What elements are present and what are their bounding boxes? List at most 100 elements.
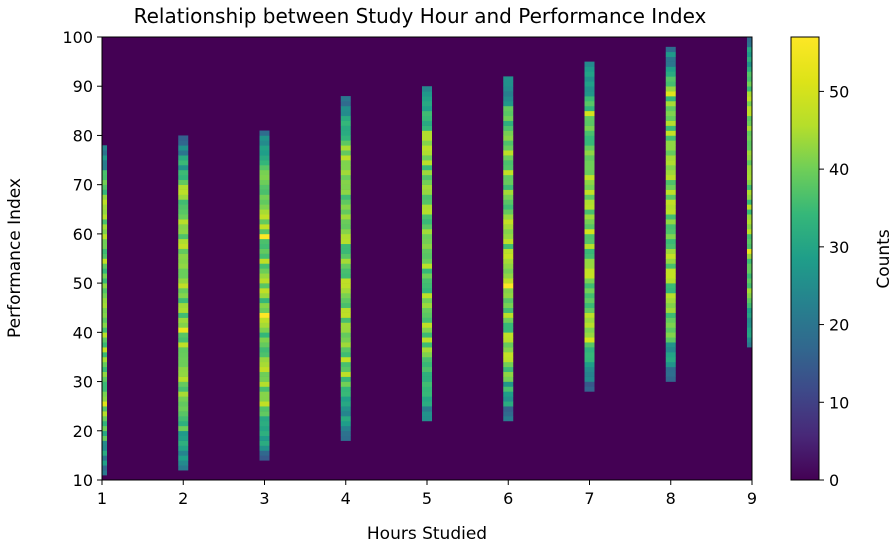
heatmap-cell: [102, 327, 107, 333]
heatmap-cell: [422, 115, 432, 121]
heatmap-cell: [584, 381, 595, 387]
heatmap-cell: [665, 347, 676, 353]
heatmap-cell: [422, 297, 432, 304]
heatmap-cell: [665, 105, 676, 112]
heatmap-cell: [584, 179, 595, 185]
heatmap-cell: [584, 253, 595, 259]
heatmap-cell: [340, 160, 351, 166]
heatmap-cell: [665, 150, 676, 156]
heatmap-cell: [503, 406, 514, 412]
heatmap-cell: [422, 342, 432, 348]
heatmap-cell: [102, 455, 107, 461]
heatmap-cell: [422, 233, 432, 240]
heatmap-cell: [178, 396, 189, 402]
heatmap-cell: [178, 416, 189, 422]
heatmap-cell: [584, 376, 595, 382]
heatmap-cell: [259, 376, 270, 382]
heatmap-cell: [340, 430, 351, 436]
heatmap-cell: [665, 209, 676, 215]
heatmap-cell: [584, 135, 595, 141]
heatmap-cell: [503, 366, 514, 373]
heatmap-cell: [503, 322, 514, 328]
heatmap-cell: [259, 455, 270, 461]
heatmap-cell: [178, 243, 189, 249]
heatmap-cell: [584, 164, 595, 171]
heatmap-cell: [747, 302, 752, 309]
heatmap-cell: [178, 140, 189, 146]
heatmap-cell: [584, 297, 595, 304]
heatmap-cell: [340, 228, 351, 235]
heatmap-cell: [422, 302, 432, 309]
heatmap-cell: [178, 302, 189, 309]
y-tick-label: 50: [73, 274, 93, 293]
heatmap-cell: [340, 263, 351, 269]
heatmap-cell: [178, 435, 189, 441]
heatmap-cell: [503, 91, 514, 97]
heatmap-cell: [584, 258, 595, 264]
heatmap-cell: [503, 278, 514, 284]
heatmap-cell: [259, 135, 270, 141]
heatmap-cell: [178, 406, 189, 412]
heatmap-cell: [102, 283, 107, 289]
heatmap-cell: [422, 356, 432, 363]
heatmap-cell: [665, 56, 676, 62]
heatmap-cell: [178, 292, 189, 299]
heatmap-cell: [665, 179, 676, 185]
heatmap-cell: [422, 199, 432, 205]
heatmap-cell: [503, 381, 514, 387]
heatmap-cell: [178, 263, 189, 269]
heatmap-cell: [178, 361, 189, 368]
heatmap-cell: [747, 337, 752, 343]
colorbar-tick-label: 30: [829, 238, 849, 257]
heatmap-cell: [503, 283, 514, 289]
heatmap-cell: [178, 307, 189, 313]
heatmap-cell: [259, 401, 270, 407]
heatmap-cell: [340, 120, 351, 126]
heatmap-cell: [259, 145, 270, 151]
colorbar-tick-label: 40: [829, 160, 849, 179]
heatmap-cell: [503, 110, 514, 117]
heatmap-cell: [340, 278, 351, 284]
heatmap-cell: [584, 61, 595, 67]
heatmap-cell: [102, 160, 107, 166]
heatmap-cell: [259, 425, 270, 432]
heatmap-cell: [747, 238, 752, 245]
heatmap-cell: [259, 150, 270, 156]
heatmap-cell: [340, 248, 351, 254]
heatmap-cell: [665, 327, 676, 333]
heatmap-cell: [665, 46, 676, 53]
heatmap-cell: [340, 130, 351, 136]
heatmap-cell: [259, 386, 270, 392]
heatmap-cell: [747, 140, 752, 146]
heatmap-cell: [340, 411, 351, 417]
heatmap-cell: [422, 174, 432, 181]
heatmap-cell: [747, 253, 752, 259]
heatmap-cell: [102, 288, 107, 294]
heatmap-cell: [503, 135, 514, 141]
heatmap-cell: [747, 214, 752, 220]
heatmap-cell: [747, 233, 752, 240]
heatmap-cell: [503, 96, 514, 102]
heatmap-cell: [102, 204, 107, 210]
heatmap-cell: [747, 248, 752, 254]
heatmap-cell: [340, 283, 351, 289]
heatmap-cell: [503, 243, 514, 249]
heatmap-cell: [503, 155, 514, 161]
heatmap-cell: [178, 224, 189, 230]
heatmap-cell: [340, 332, 351, 338]
heatmap-cell: [503, 115, 514, 121]
heatmap-cell: [178, 169, 189, 176]
heatmap-cell: [422, 145, 432, 151]
heatmap-cell: [422, 406, 432, 412]
heatmap-cell: [422, 273, 432, 279]
y-tick-label: 30: [73, 373, 93, 392]
heatmap-cell: [178, 420, 189, 427]
heatmap-cell: [747, 164, 752, 171]
heatmap-cell: [178, 164, 189, 171]
heatmap-cell: [747, 150, 752, 156]
heatmap-cell: [747, 292, 752, 299]
heatmap-cell: [747, 297, 752, 304]
heatmap-cell: [665, 125, 676, 131]
heatmap-cell: [747, 71, 752, 77]
heatmap-cell: [178, 440, 189, 446]
